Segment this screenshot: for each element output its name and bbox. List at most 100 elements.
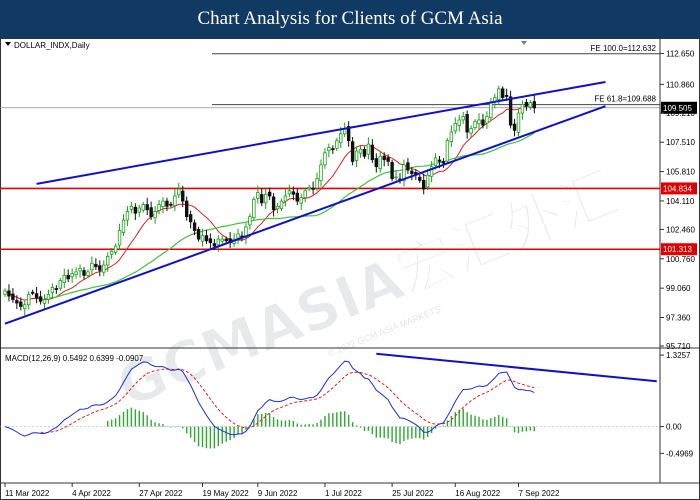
- bull-candle: [378, 155, 382, 170]
- bull-candle: [161, 200, 165, 208]
- macd-histogram-bar: [513, 426, 516, 433]
- bear-candle: [169, 203, 173, 206]
- macd-histogram-bar: [166, 425, 168, 427]
- macd-histogram-bar: [482, 419, 484, 427]
- macd-histogram-bar: [474, 415, 476, 427]
- bull-candle: [319, 164, 323, 182]
- bull-candle: [425, 174, 430, 188]
- macd-histogram-bar: [146, 415, 148, 427]
- bear-candle: [54, 288, 59, 290]
- bear-candle: [295, 192, 299, 202]
- macd-histogram-bar: [217, 426, 219, 446]
- macd-histogram-bar: [170, 426, 172, 428]
- bull-candle: [457, 119, 461, 126]
- dropdown-triangle-icon[interactable]: [5, 42, 11, 46]
- channel-upper-line: [36, 80, 606, 185]
- macd-histogram-bar: [347, 414, 350, 427]
- macd-histogram-bar: [186, 426, 188, 434]
- fe-level-label: FE 61.8=109.688: [594, 95, 656, 104]
- bear-candle: [184, 200, 189, 218]
- bull-candle: [46, 293, 51, 300]
- macd-histogram-bar: [415, 426, 417, 439]
- bull-candle: [90, 262, 94, 271]
- macd-label: MACD(12,26,9) 0.5492 0.6399 -0.0907: [5, 354, 144, 363]
- macd-histogram-bar: [197, 426, 200, 446]
- bull-candle: [335, 140, 339, 149]
- macd-histogram-bar: [304, 424, 306, 427]
- channel-lower-line: [4, 105, 606, 325]
- bear-candle: [34, 293, 39, 299]
- macd-histogram-bar: [351, 422, 354, 427]
- macd-histogram-bar: [280, 420, 283, 427]
- bear-candle: [311, 187, 315, 190]
- bull-candle: [485, 116, 489, 124]
- bull-candle: [469, 128, 473, 134]
- macd-histogram-bar: [229, 426, 231, 441]
- macd-histogram-bar: [237, 426, 239, 435]
- bear-candle: [437, 159, 442, 162]
- bear-candle: [260, 194, 264, 204]
- macd-histogram-bar: [344, 411, 346, 427]
- macd-histogram-bar: [423, 426, 425, 440]
- scroll-marker-icon[interactable]: [521, 41, 527, 45]
- macd-histogram-bar: [130, 407, 133, 427]
- time-tick-label: 25 Jul 2022: [392, 489, 434, 498]
- macd-histogram-bar: [391, 426, 393, 442]
- bull-candle: [307, 186, 311, 190]
- macd-histogram-bar: [332, 413, 334, 427]
- bear-candle: [418, 176, 422, 181]
- bear-candle: [271, 196, 276, 211]
- bear-candle: [212, 243, 217, 247]
- macd-histogram-bar: [257, 414, 259, 427]
- macd-histogram-bar: [288, 420, 291, 427]
- bull-candle: [402, 164, 406, 181]
- macd-histogram-bar: [434, 426, 437, 429]
- bear-candle: [390, 162, 394, 180]
- bull-candle: [102, 264, 106, 273]
- bull-candle: [327, 147, 331, 152]
- bull-candle: [220, 238, 224, 242]
- bull-candle: [216, 238, 220, 246]
- bear-candle: [386, 157, 390, 162]
- bull-candle: [477, 119, 481, 125]
- bear-candle: [208, 238, 213, 243]
- macd-histogram-bar: [502, 416, 504, 427]
- bull-candle: [137, 207, 141, 213]
- bull-candle: [252, 198, 256, 219]
- macd-histogram-bar: [419, 426, 421, 439]
- macd-histogram-bar: [233, 426, 235, 438]
- macd-histogram-bar: [150, 419, 152, 427]
- bull-candle: [433, 157, 438, 166]
- macd-histogram-bar: [407, 426, 409, 440]
- macd-histogram-bar: [276, 419, 279, 427]
- bull-candle: [429, 166, 434, 177]
- bear-candle: [331, 148, 335, 151]
- time-tick-label: 7 Sep 2022: [519, 489, 560, 498]
- bear-candle: [30, 291, 35, 294]
- macd-histogram-bar: [505, 418, 508, 427]
- bear-candle: [204, 235, 209, 242]
- axes: 109.505 104.834 101.313 112.650 110.860 109.2…: [0, 38, 700, 498]
- bull-candle: [200, 235, 205, 242]
- bear-candle: [481, 119, 485, 126]
- macd-histogram-bar: [470, 414, 472, 427]
- support-price-tag: [661, 182, 697, 195]
- macd-histogram-bar: [363, 426, 366, 431]
- bull-candle: [106, 255, 110, 266]
- price-tick-label: 95.710: [666, 342, 691, 351]
- bear-candle: [410, 170, 414, 174]
- bull-candle: [177, 188, 181, 196]
- bear-candle: [291, 191, 296, 195]
- macd-histogram-bar: [494, 416, 496, 427]
- macd-histogram-bar: [134, 409, 137, 427]
- bull-candle: [279, 200, 284, 209]
- price-tick-label: 102.460: [666, 225, 695, 234]
- bull-candle: [153, 211, 157, 219]
- macd-histogram-bar: [399, 426, 401, 445]
- bull-candle: [354, 150, 359, 161]
- bull-candle: [283, 195, 288, 202]
- macd-histogram-bar: [126, 409, 129, 427]
- bull-candle: [449, 131, 454, 143]
- macd-histogram-bar: [272, 417, 275, 427]
- ma-green-line: [44, 132, 535, 300]
